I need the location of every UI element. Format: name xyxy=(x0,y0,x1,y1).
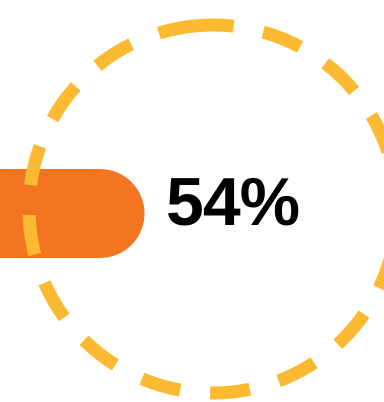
progress-bar-fill xyxy=(0,169,145,258)
dashed-ring xyxy=(22,18,384,400)
progress-percent-label: 54% xyxy=(166,164,300,240)
